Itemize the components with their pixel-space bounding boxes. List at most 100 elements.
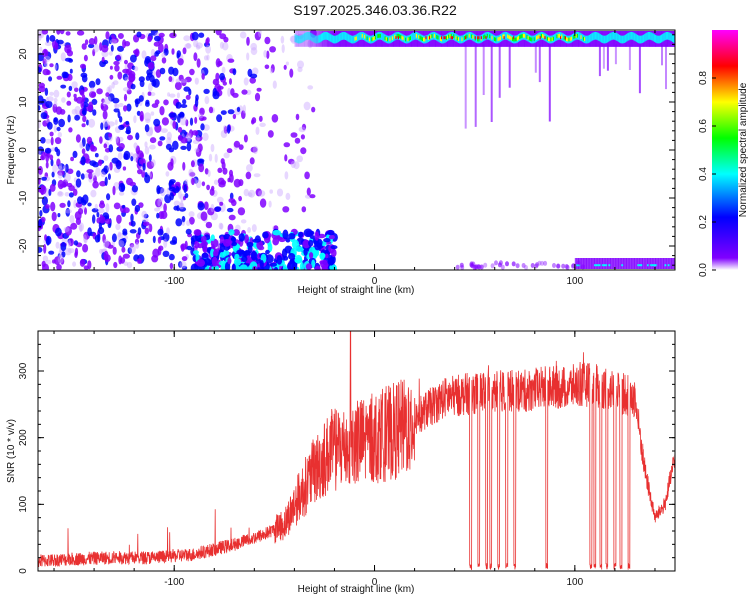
heatmap-cell xyxy=(146,69,153,76)
heatmap-cell xyxy=(246,36,250,46)
heatmap-cell xyxy=(642,258,645,269)
heatmap-cell xyxy=(111,81,115,89)
heatmap-cell xyxy=(516,36,519,41)
heatmap-cell xyxy=(330,34,333,43)
heatmap-cell xyxy=(668,32,671,40)
heatmap-cell xyxy=(580,35,583,39)
heatmap-cell xyxy=(57,191,64,197)
snr-axes: -100 0 100 0 100 200 300 xyxy=(18,330,675,588)
heatmap-cell xyxy=(542,34,545,38)
heatmap-cell xyxy=(318,35,321,43)
heatmap-cell xyxy=(67,114,71,123)
heatmap-cell xyxy=(70,222,78,230)
heatmap-cell xyxy=(309,230,315,236)
heatmap-cell xyxy=(94,203,98,210)
heatmap-cell xyxy=(412,32,415,41)
heatmap-cell xyxy=(64,173,71,182)
heatmap-cell xyxy=(56,264,62,270)
heatmap-cell xyxy=(255,126,260,135)
heatmap-cell xyxy=(247,245,253,254)
heatmap-cell xyxy=(251,67,259,75)
heatmap-cell xyxy=(313,35,316,43)
heatmap-cell xyxy=(210,234,215,241)
heatmap-cell xyxy=(92,180,99,189)
heatmap-cell xyxy=(489,34,492,39)
heatmap-cell xyxy=(456,36,459,41)
heatmap-cell xyxy=(150,111,155,116)
heatmap-cell xyxy=(212,90,220,100)
heatmap-cell xyxy=(44,87,49,96)
heatmap-cell xyxy=(526,35,529,39)
heatmap-cell xyxy=(297,66,303,73)
heatmap-cell xyxy=(147,91,152,96)
heatmap-cell xyxy=(61,97,66,103)
heatmap-cell xyxy=(622,35,625,44)
heatmap-cell xyxy=(99,216,106,224)
heatmap-cell xyxy=(195,44,201,50)
heatmap-cell xyxy=(449,34,452,38)
heatmap-cell xyxy=(214,153,218,163)
heatmap-cell xyxy=(50,136,54,146)
heatmap-cell xyxy=(53,117,59,125)
heatmap-cell xyxy=(81,148,86,155)
heatmap-cell xyxy=(602,264,605,267)
heatmap-cell xyxy=(46,34,50,44)
heatmap-cell xyxy=(320,33,323,42)
heatmap-cell xyxy=(490,33,493,41)
heatmap-cell xyxy=(203,201,209,210)
heatmap-cell xyxy=(292,261,298,270)
heatmap-cell xyxy=(571,263,575,269)
heatmap-cell xyxy=(130,220,136,227)
heatmap-cell xyxy=(87,227,92,237)
heatmap-cell xyxy=(653,264,656,267)
heatmap-cell xyxy=(108,85,112,94)
spectrogram-background xyxy=(38,30,675,270)
heatmap-cell xyxy=(219,41,224,49)
heatmap-cell xyxy=(262,231,269,239)
heatmap-cell xyxy=(600,34,604,43)
heatmap-cell xyxy=(53,124,58,133)
heatmap-cell xyxy=(198,163,205,173)
heatmap-cell xyxy=(97,233,101,243)
heatmap-cell xyxy=(183,35,191,42)
heatmap-cell xyxy=(614,32,617,40)
heatmap-cell xyxy=(131,65,136,71)
heatmap-cell xyxy=(143,213,149,219)
heatmap-cell xyxy=(574,34,577,39)
heatmap-cell xyxy=(267,130,274,138)
heatmap-cell xyxy=(366,36,369,41)
heatmap-cell xyxy=(229,78,232,85)
heatmap-cell xyxy=(656,258,660,269)
heatmap-cell xyxy=(222,42,229,51)
heatmap-cell xyxy=(178,189,182,199)
heatmap-cell xyxy=(49,91,54,96)
heatmap-cell xyxy=(50,158,54,167)
heatmap-cell xyxy=(587,258,591,269)
heatmap-cell xyxy=(137,258,142,264)
heatmap-cell xyxy=(202,132,209,141)
heatmap-cell xyxy=(105,31,110,40)
heatmap-cell xyxy=(238,233,245,242)
heatmap-cell xyxy=(442,35,445,44)
heatmap-cell xyxy=(309,252,314,259)
heatmap-cell xyxy=(134,204,141,213)
heatmap-cell xyxy=(610,258,613,269)
heatmap-cell xyxy=(217,167,223,173)
heatmap-cell xyxy=(395,32,398,40)
heatmap-cell xyxy=(659,35,662,43)
heatmap-cell xyxy=(269,68,274,74)
heatmap-cell xyxy=(573,35,576,39)
heatmap-cell xyxy=(68,127,73,133)
heatmap-cell xyxy=(576,33,579,38)
heatmap-cell xyxy=(249,73,258,79)
heatmap-cell xyxy=(163,99,169,106)
heatmap-cell xyxy=(79,89,85,96)
heatmap-cell xyxy=(652,33,655,42)
heatmap-cell xyxy=(39,46,43,52)
heatmap-cell xyxy=(281,44,285,54)
heatmap-cell xyxy=(123,261,129,266)
heatmap-cell xyxy=(566,37,569,42)
heatmap-cell xyxy=(669,258,672,269)
heatmap-cell xyxy=(67,200,71,208)
heatmap-cell xyxy=(211,265,220,270)
